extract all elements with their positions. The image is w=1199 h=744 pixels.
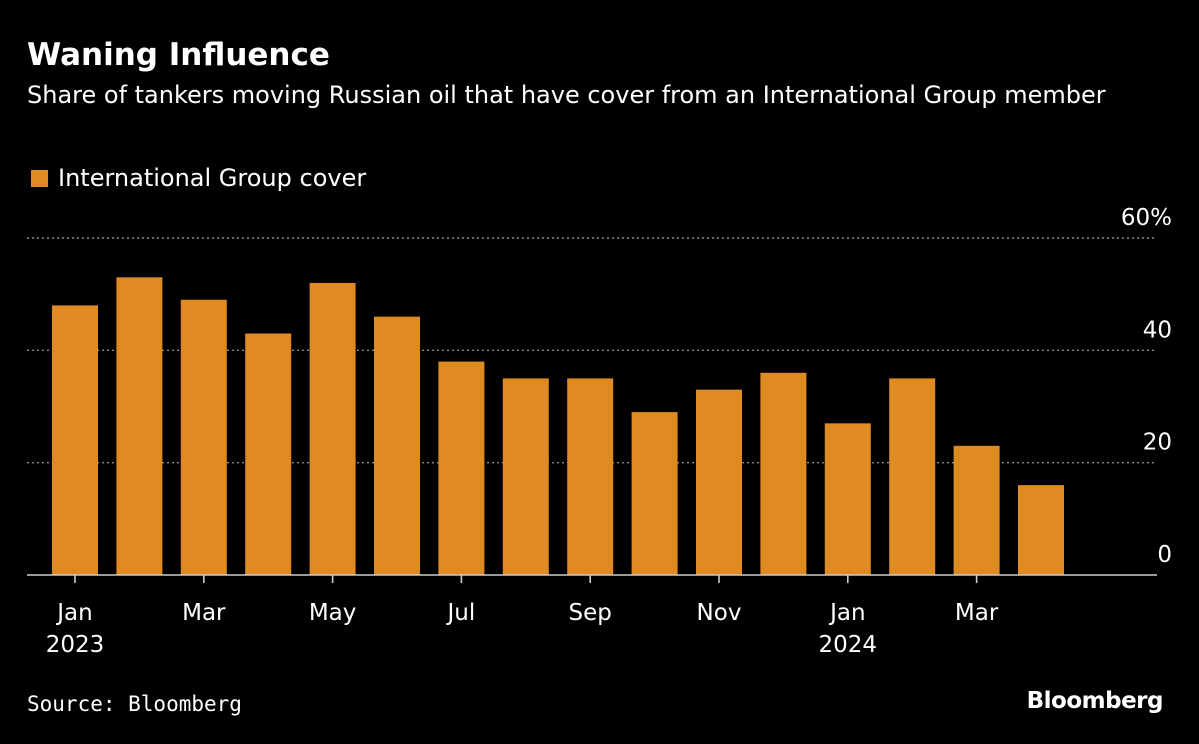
bar <box>760 372 807 575</box>
x-tick-label: Jul <box>446 600 476 626</box>
y-tick-label: 60% <box>1121 205 1172 231</box>
legend-swatch <box>31 169 48 187</box>
x-tick-label: Jan <box>55 600 92 626</box>
x-tick-label: Mar <box>182 600 226 626</box>
x-tick-label: Sep <box>569 600 612 626</box>
legend-label: International Group cover <box>58 164 367 192</box>
bloomberg-logo: Bloomberg <box>1026 688 1164 714</box>
x-tick-label: May <box>309 600 357 626</box>
bar <box>438 361 485 575</box>
bar <box>245 333 292 575</box>
x-tick-label: Jan <box>828 600 865 626</box>
bar <box>180 299 227 575</box>
chart-subtitle: Share of tankers moving Russian oil that… <box>27 81 1106 109</box>
x-tick-label: Mar <box>955 600 999 626</box>
bar <box>309 282 356 575</box>
bar <box>1018 485 1064 575</box>
x-tick-label: Nov <box>697 600 742 626</box>
y-tick-label: 20 <box>1143 430 1172 456</box>
bar <box>502 378 549 575</box>
x-tick-year-label: 2024 <box>819 632 878 658</box>
bar <box>824 423 871 575</box>
y-tick-label: 40 <box>1143 317 1172 343</box>
source-note: Source: Bloomberg <box>27 692 242 716</box>
chart-title: Waning Influence <box>27 37 330 73</box>
bar <box>696 389 742 575</box>
legend: International Group cover <box>31 163 366 193</box>
bar <box>631 412 678 575</box>
x-tick-year-label: 2023 <box>46 632 105 658</box>
bar <box>953 445 1000 575</box>
bar <box>116 277 163 575</box>
bar <box>567 378 614 575</box>
bar <box>374 316 420 575</box>
y-tick-label: 0 <box>1157 542 1172 568</box>
bar <box>52 305 98 575</box>
bar <box>889 378 936 575</box>
